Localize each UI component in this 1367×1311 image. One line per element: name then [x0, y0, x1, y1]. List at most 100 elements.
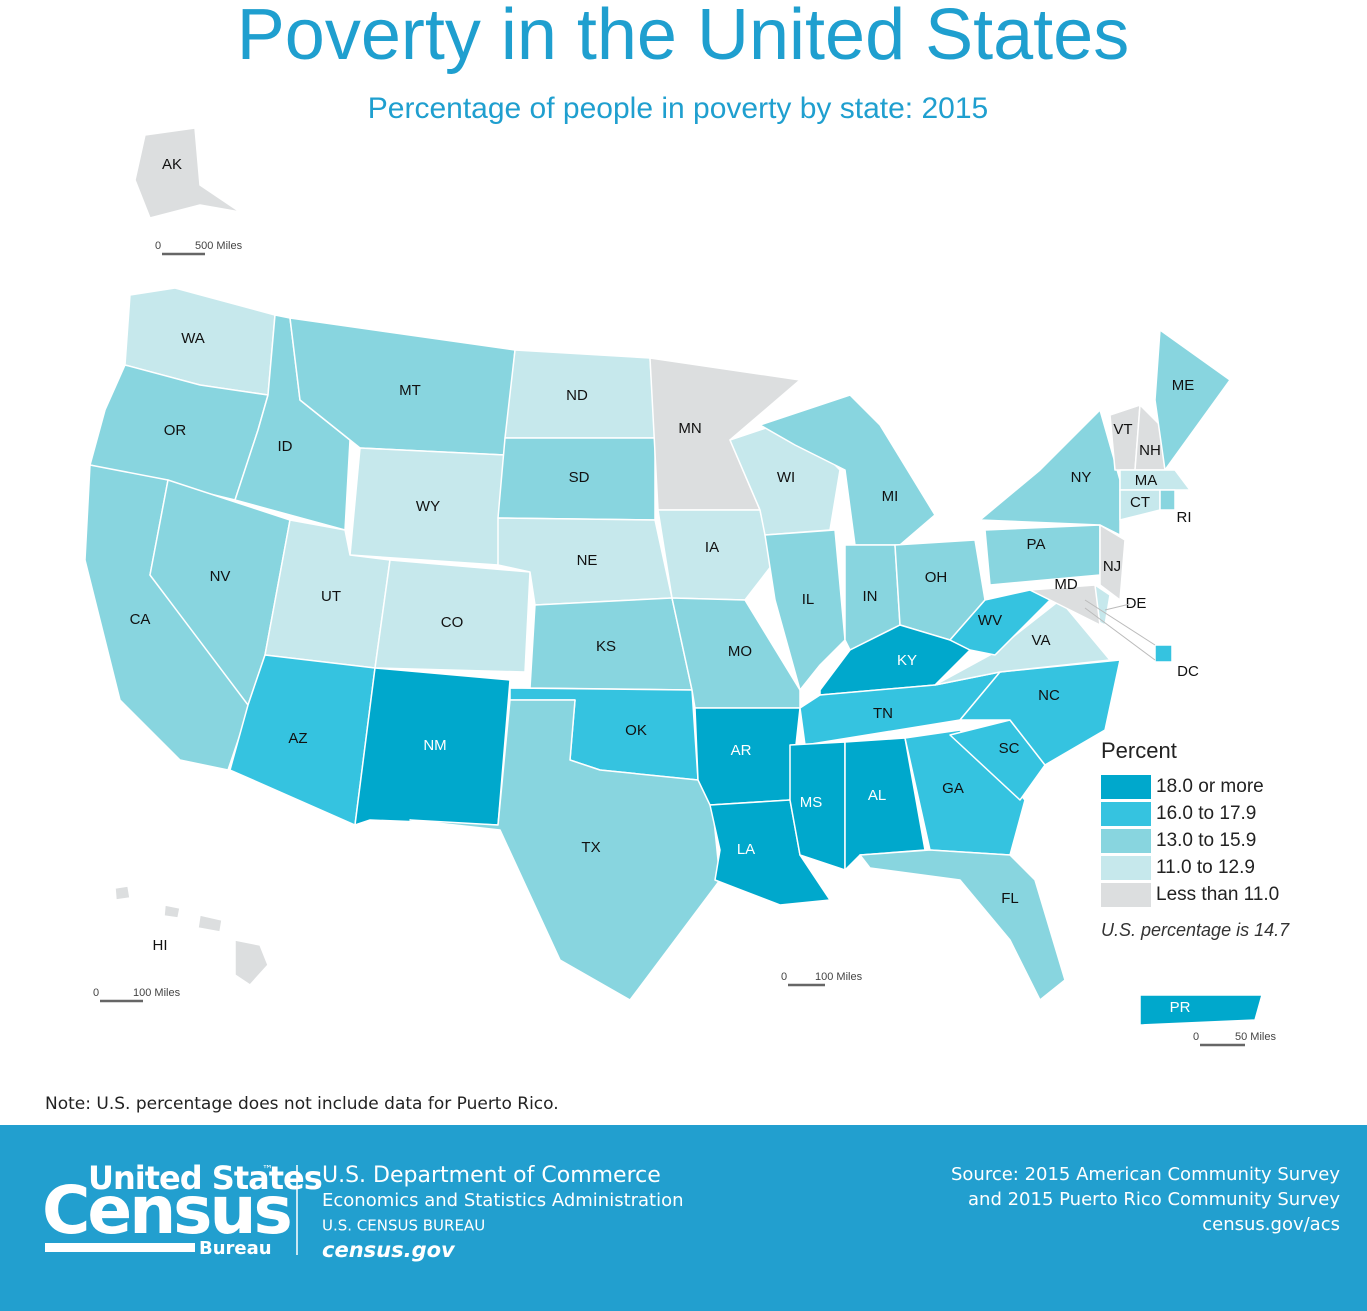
state-label: SC — [999, 740, 1020, 757]
legend-title: Percent — [1101, 738, 1177, 763]
state-label: HI — [153, 937, 168, 954]
logo-tm: ™ — [262, 1163, 273, 1176]
scale-start: 0 — [1193, 1031, 1199, 1043]
state-label: AL — [868, 787, 886, 804]
subtitle: Percentage of people in poverty by state… — [368, 92, 988, 125]
state — [114, 885, 269, 986]
state-label: NJ — [1103, 558, 1121, 575]
state-label: NY — [1071, 469, 1092, 486]
state-label: CT — [1130, 494, 1150, 511]
state — [1154, 329, 1231, 471]
state — [1029, 584, 1101, 626]
map: AK WA OR CA ID NV MT WY UT CO AZ NM ND SD NE KS OK TX MN IA… — [84, 127, 1263, 1026]
logo-line2: Census — [42, 1172, 290, 1249]
scale-bars: 0 500 Miles 0 100 Miles 0 100 Miles 0 50 Miles — [93, 240, 1276, 1047]
state-label: KS — [596, 638, 616, 655]
scale-start: 0 — [155, 240, 161, 252]
state-label: WY — [416, 498, 440, 515]
legend-label: 18.0 or more — [1156, 776, 1264, 797]
state — [1139, 994, 1263, 1026]
state-label: FL — [1001, 890, 1019, 907]
state — [764, 529, 846, 691]
state-label: ME — [1172, 377, 1195, 394]
logo-line3: Bureau — [199, 1238, 272, 1259]
state-label: KY — [897, 652, 917, 669]
state-label: AZ — [288, 730, 307, 747]
state-label: MA — [1135, 472, 1158, 489]
legend-label: 16.0 to 17.9 — [1156, 803, 1256, 824]
state — [789, 741, 846, 871]
state — [1159, 489, 1176, 511]
scale-end: 500 Miles — [195, 240, 243, 252]
scale-start: 0 — [93, 987, 99, 999]
state-label: MN — [678, 420, 701, 437]
state-label: CO — [441, 614, 464, 631]
state — [1154, 644, 1173, 663]
state — [1099, 524, 1126, 601]
state-label: MS — [800, 794, 823, 811]
state — [374, 559, 531, 673]
state — [984, 524, 1101, 586]
legend-label: 13.0 to 15.9 — [1156, 830, 1256, 851]
state-label: CA — [130, 611, 151, 628]
department: U.S. CENSUS BUREAU — [322, 1217, 485, 1235]
legend-label: 11.0 to 12.9 — [1156, 857, 1255, 878]
scale-end: 100 Miles — [815, 971, 863, 983]
state-label: UT — [321, 588, 341, 605]
state-label: SD — [569, 469, 590, 486]
department: Economics and Statistics Administration — [322, 1190, 684, 1211]
state — [229, 654, 376, 826]
logo-line1: United States — [88, 1159, 322, 1197]
state-label: RI — [1177, 509, 1192, 526]
website: census.gov — [322, 1238, 456, 1262]
state-label: OR — [164, 422, 187, 439]
state-label: IA — [705, 539, 719, 556]
state-label: LA — [737, 841, 755, 858]
state-label: IL — [802, 591, 815, 608]
scale-end: 50 Miles — [1235, 1031, 1276, 1043]
state-label: MI — [882, 488, 899, 505]
state-label: WV — [978, 612, 1002, 629]
source: census.gov/acs — [1202, 1214, 1340, 1235]
state-label: WA — [181, 330, 205, 347]
state-label: NM — [423, 737, 446, 754]
legend-note: U.S. percentage is 14.7 — [1101, 920, 1290, 940]
state-label: NV — [210, 568, 231, 585]
state — [1119, 469, 1191, 491]
state-label: ID — [278, 438, 293, 455]
state-label: AK — [162, 156, 182, 173]
leader-lines — [1084, 599, 1156, 661]
state-label: NH — [1139, 442, 1161, 459]
state — [904, 729, 1026, 856]
legend: 18.0 or more 16.0 to 17.9 13.0 to 15.9 11.0… — [1101, 775, 1279, 907]
state-label: OK — [625, 722, 647, 739]
state-label: NC — [1038, 687, 1060, 704]
scale-end: 100 Miles — [133, 987, 181, 999]
legend-swatch — [1101, 829, 1151, 853]
state-label: VT — [1113, 421, 1132, 438]
state-label: DC — [1177, 663, 1199, 680]
legend-label: Less than 11.0 — [1156, 884, 1279, 905]
footer-band — [0, 1125, 1367, 1311]
state — [859, 849, 1066, 1001]
state-label: MT — [399, 382, 421, 399]
legend-swatch — [1101, 883, 1151, 907]
note: Note: U.S. percentage does not include d… — [45, 1094, 559, 1114]
state-label: GA — [942, 780, 964, 797]
state-label: MO — [728, 643, 752, 660]
legend-swatch — [1101, 802, 1151, 826]
state — [657, 509, 773, 601]
state-label: PA — [1027, 536, 1046, 553]
logo-bar — [45, 1243, 195, 1252]
legend-swatch — [1101, 775, 1151, 799]
department: U.S. Department of Commerce — [322, 1163, 661, 1188]
state-label: PR — [1170, 999, 1191, 1016]
state-label: WI — [777, 469, 795, 486]
source: and 2015 Puerto Rico Community Survey — [968, 1189, 1340, 1210]
source: Source: 2015 American Community Survey — [951, 1164, 1340, 1185]
state-label: OH — [925, 569, 948, 586]
state — [934, 599, 1111, 686]
state-label: ND — [566, 387, 588, 404]
state — [134, 127, 241, 219]
